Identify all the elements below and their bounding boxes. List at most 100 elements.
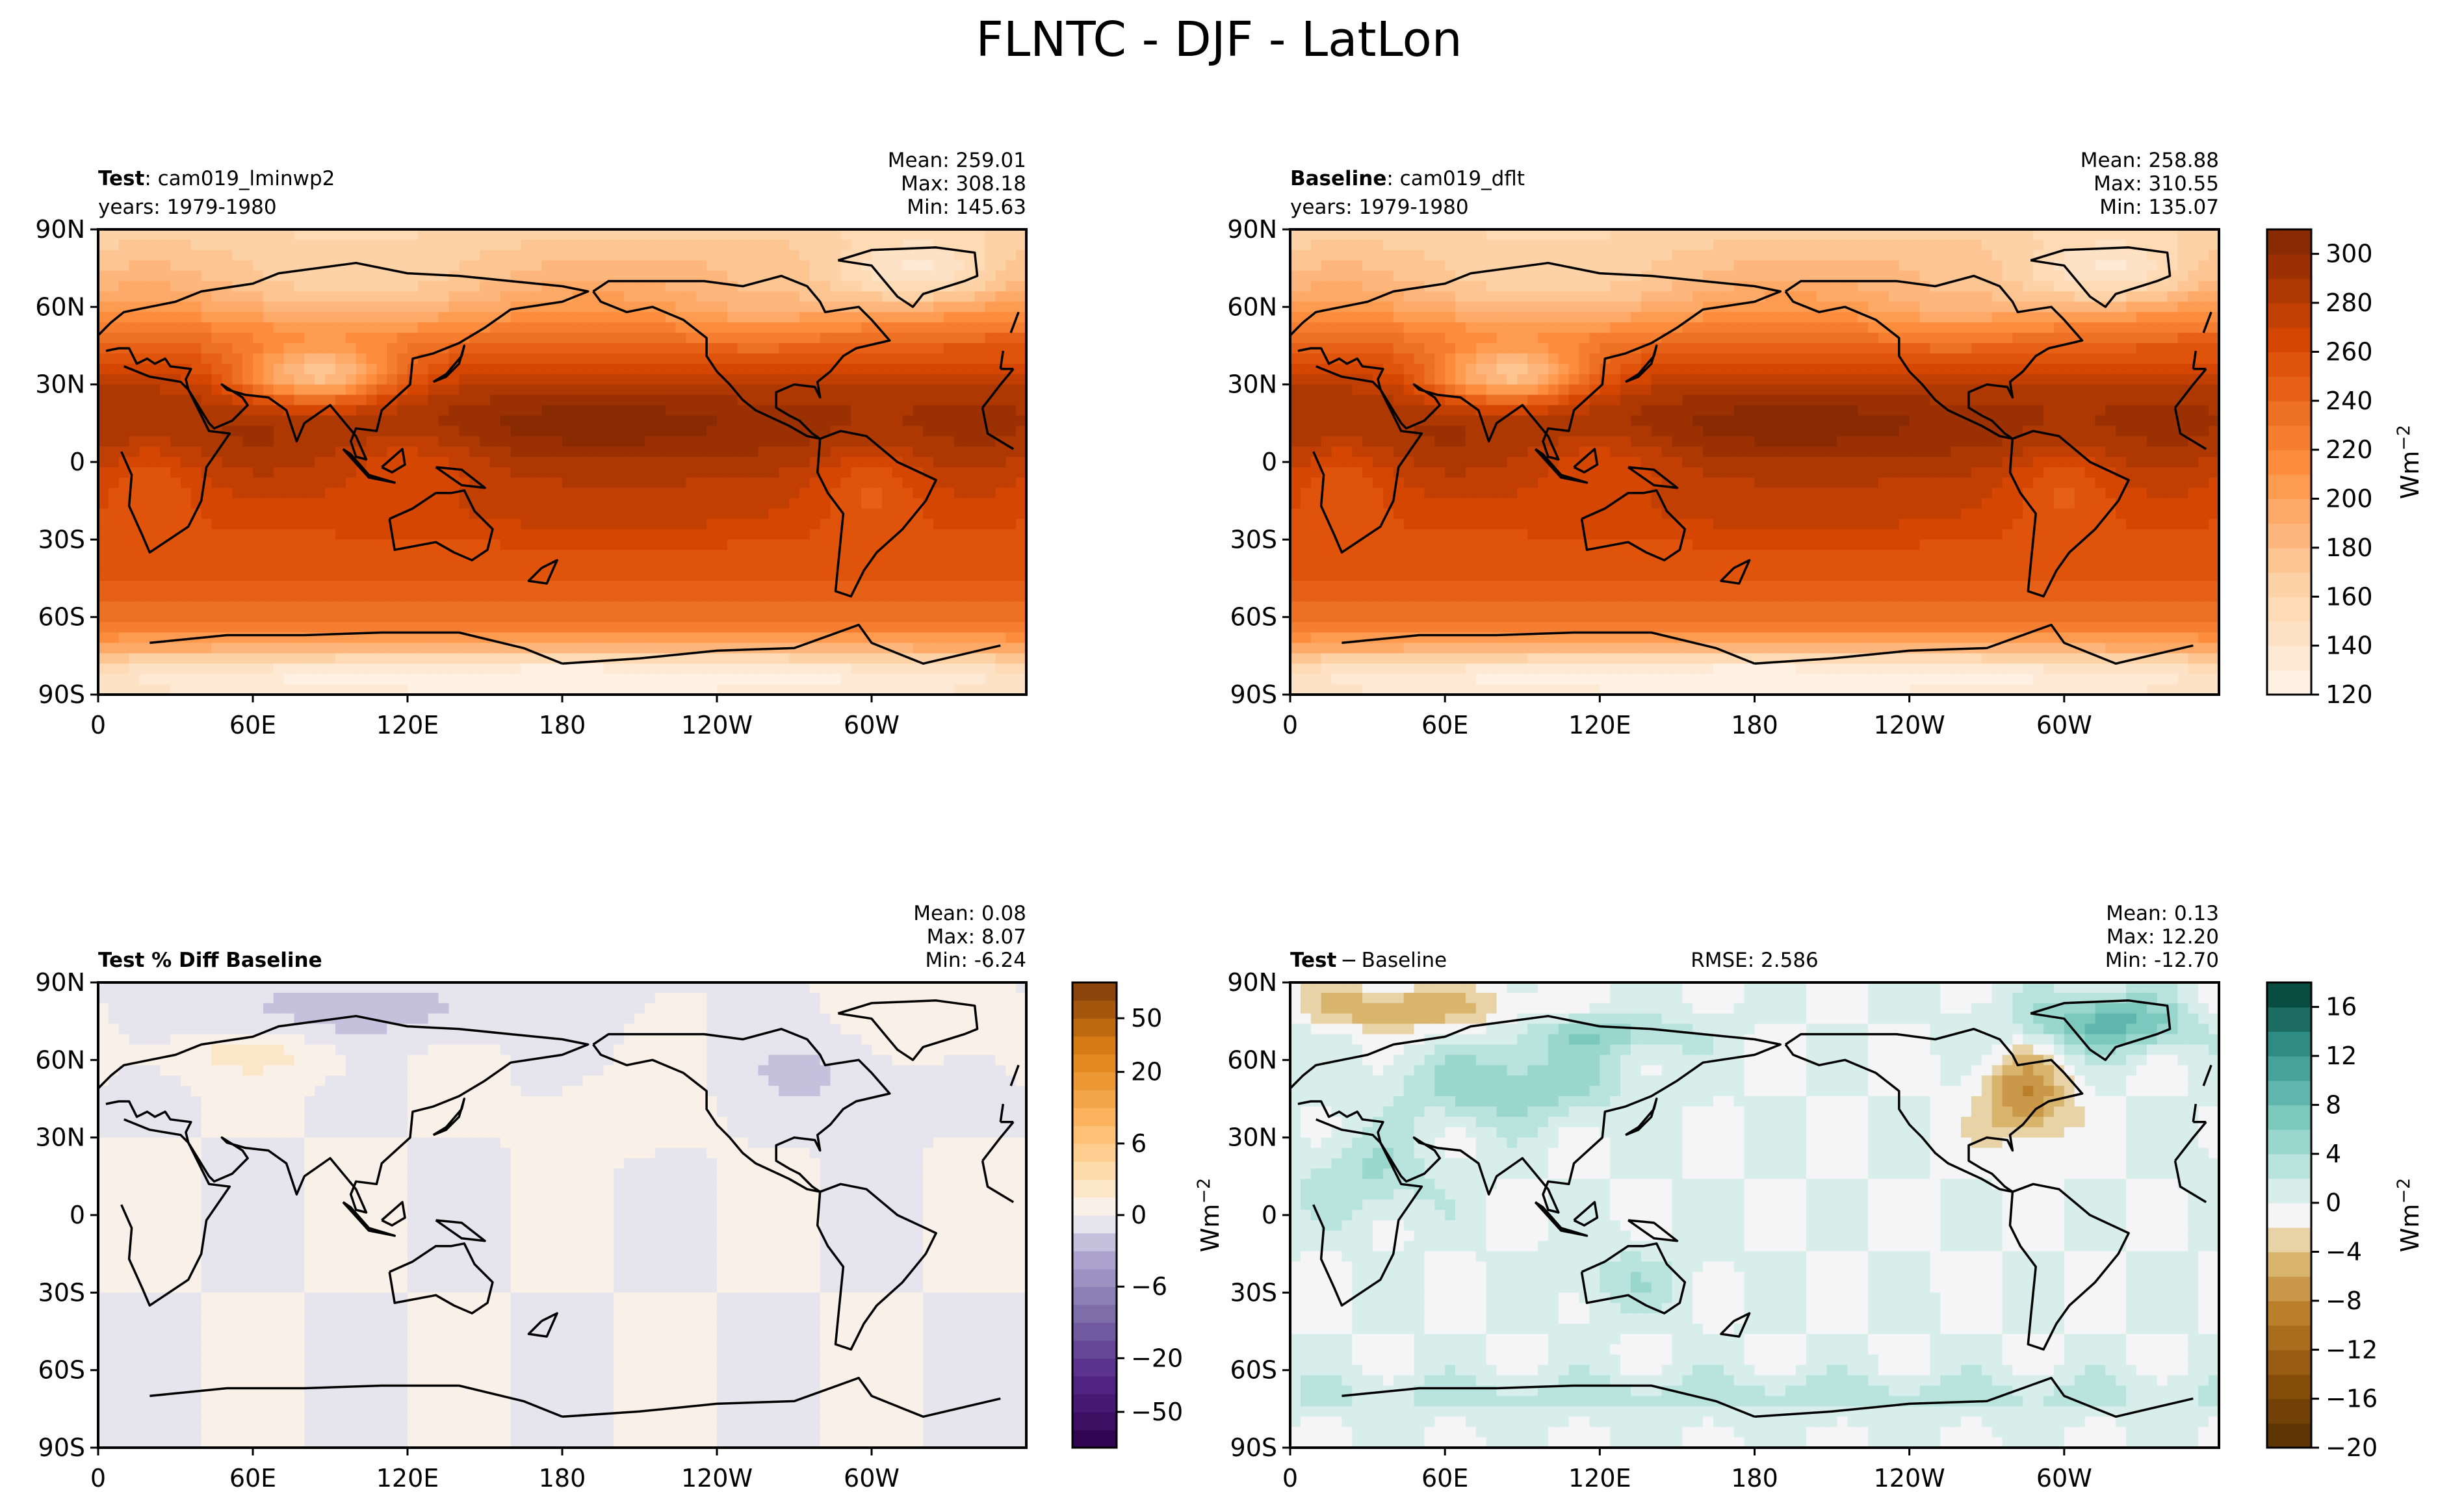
field-cell — [1858, 270, 1869, 282]
field-cell — [1310, 281, 1322, 292]
field-cell — [397, 322, 408, 333]
field-cell — [304, 363, 315, 375]
field-cell — [944, 519, 955, 530]
field-cell — [1579, 239, 1590, 251]
field-cell — [521, 498, 532, 509]
field-cell — [417, 333, 429, 344]
field-cell — [149, 653, 161, 664]
field-cell — [1005, 508, 1017, 520]
field-cell — [1496, 322, 1508, 333]
field-cell — [2146, 301, 2158, 313]
field-cell — [758, 591, 770, 602]
field-cell — [572, 312, 584, 323]
field-cell — [232, 477, 243, 489]
field-cell — [315, 622, 326, 634]
field-cell — [840, 601, 851, 613]
field-cell — [1991, 250, 2003, 261]
panel-title-rest: : cam019_lminwp2 — [144, 167, 335, 190]
field-cell — [408, 529, 419, 540]
field-cell — [459, 560, 470, 571]
field-cell — [1342, 312, 1353, 323]
field-cell — [809, 519, 821, 530]
field-cell — [2177, 250, 2189, 261]
field-cell — [118, 591, 130, 602]
field-cell — [2126, 229, 2137, 240]
field-cell — [160, 674, 171, 685]
field-cell — [603, 353, 615, 365]
field-cell — [799, 611, 811, 623]
field-cell — [614, 674, 625, 685]
field-cell — [675, 260, 687, 272]
field-cell — [851, 591, 862, 602]
field-cell — [376, 591, 387, 602]
field-cell — [747, 477, 759, 489]
field-cell — [190, 239, 202, 251]
field-cell — [1434, 291, 1446, 303]
field-cell — [253, 457, 264, 468]
field-cell — [562, 674, 573, 685]
field-cell — [500, 250, 512, 261]
field-cell — [541, 260, 552, 272]
field-cell — [758, 477, 770, 489]
field-cell — [1826, 322, 1838, 333]
field-cell — [861, 477, 872, 489]
field-cell — [665, 291, 677, 303]
field-cell — [345, 415, 357, 426]
field-cell — [315, 539, 326, 550]
field-cell — [489, 343, 501, 354]
field-cell — [696, 487, 707, 499]
field-cell — [408, 653, 419, 664]
field-cell — [376, 446, 387, 457]
field-cell — [325, 539, 336, 550]
field-cell — [459, 611, 470, 623]
field-cell — [521, 446, 532, 457]
field-cell — [881, 653, 893, 664]
field-cell — [872, 581, 883, 592]
field-cell — [809, 301, 821, 313]
field-cell — [1837, 291, 1848, 303]
field-cell — [139, 601, 151, 613]
field-cell — [624, 260, 635, 272]
field-cell — [562, 301, 573, 313]
field-cell — [180, 498, 192, 509]
field-cell — [974, 539, 986, 550]
field-cell — [655, 250, 666, 261]
field-cell — [933, 312, 944, 323]
field-cell — [696, 611, 707, 623]
field-cell — [489, 653, 501, 664]
field-cell — [283, 343, 295, 354]
field-cell — [448, 591, 460, 602]
field-cell — [861, 498, 872, 509]
field-cell — [964, 560, 976, 571]
field-cell — [964, 487, 976, 499]
field-cell — [727, 487, 738, 499]
field-cell — [799, 250, 811, 261]
field-cell — [315, 260, 326, 272]
field-cell — [1538, 322, 1549, 333]
field-cell — [552, 529, 563, 540]
field-cell — [1403, 312, 1415, 323]
field-cell — [180, 487, 192, 499]
field-cell — [335, 622, 346, 634]
field-cell — [1300, 301, 1312, 313]
field-cell — [1005, 405, 1017, 416]
field-cell — [1971, 229, 1982, 240]
field-cell — [881, 663, 893, 674]
field-cell — [521, 508, 532, 520]
field-cell — [489, 550, 501, 561]
field-cell — [779, 632, 790, 644]
field-cell — [944, 581, 955, 592]
field-cell — [953, 446, 965, 457]
field-cell — [211, 591, 223, 602]
field-cell — [799, 405, 811, 416]
field-cell — [242, 260, 253, 272]
field-cell — [304, 663, 315, 674]
field-cell — [614, 281, 625, 292]
field-cell — [582, 436, 594, 447]
field-cell — [2084, 270, 2096, 282]
field-cell — [614, 250, 625, 261]
field-cell — [149, 467, 161, 478]
field-cell — [356, 663, 367, 674]
field-cell — [2033, 229, 2044, 240]
field-cell — [861, 353, 872, 365]
